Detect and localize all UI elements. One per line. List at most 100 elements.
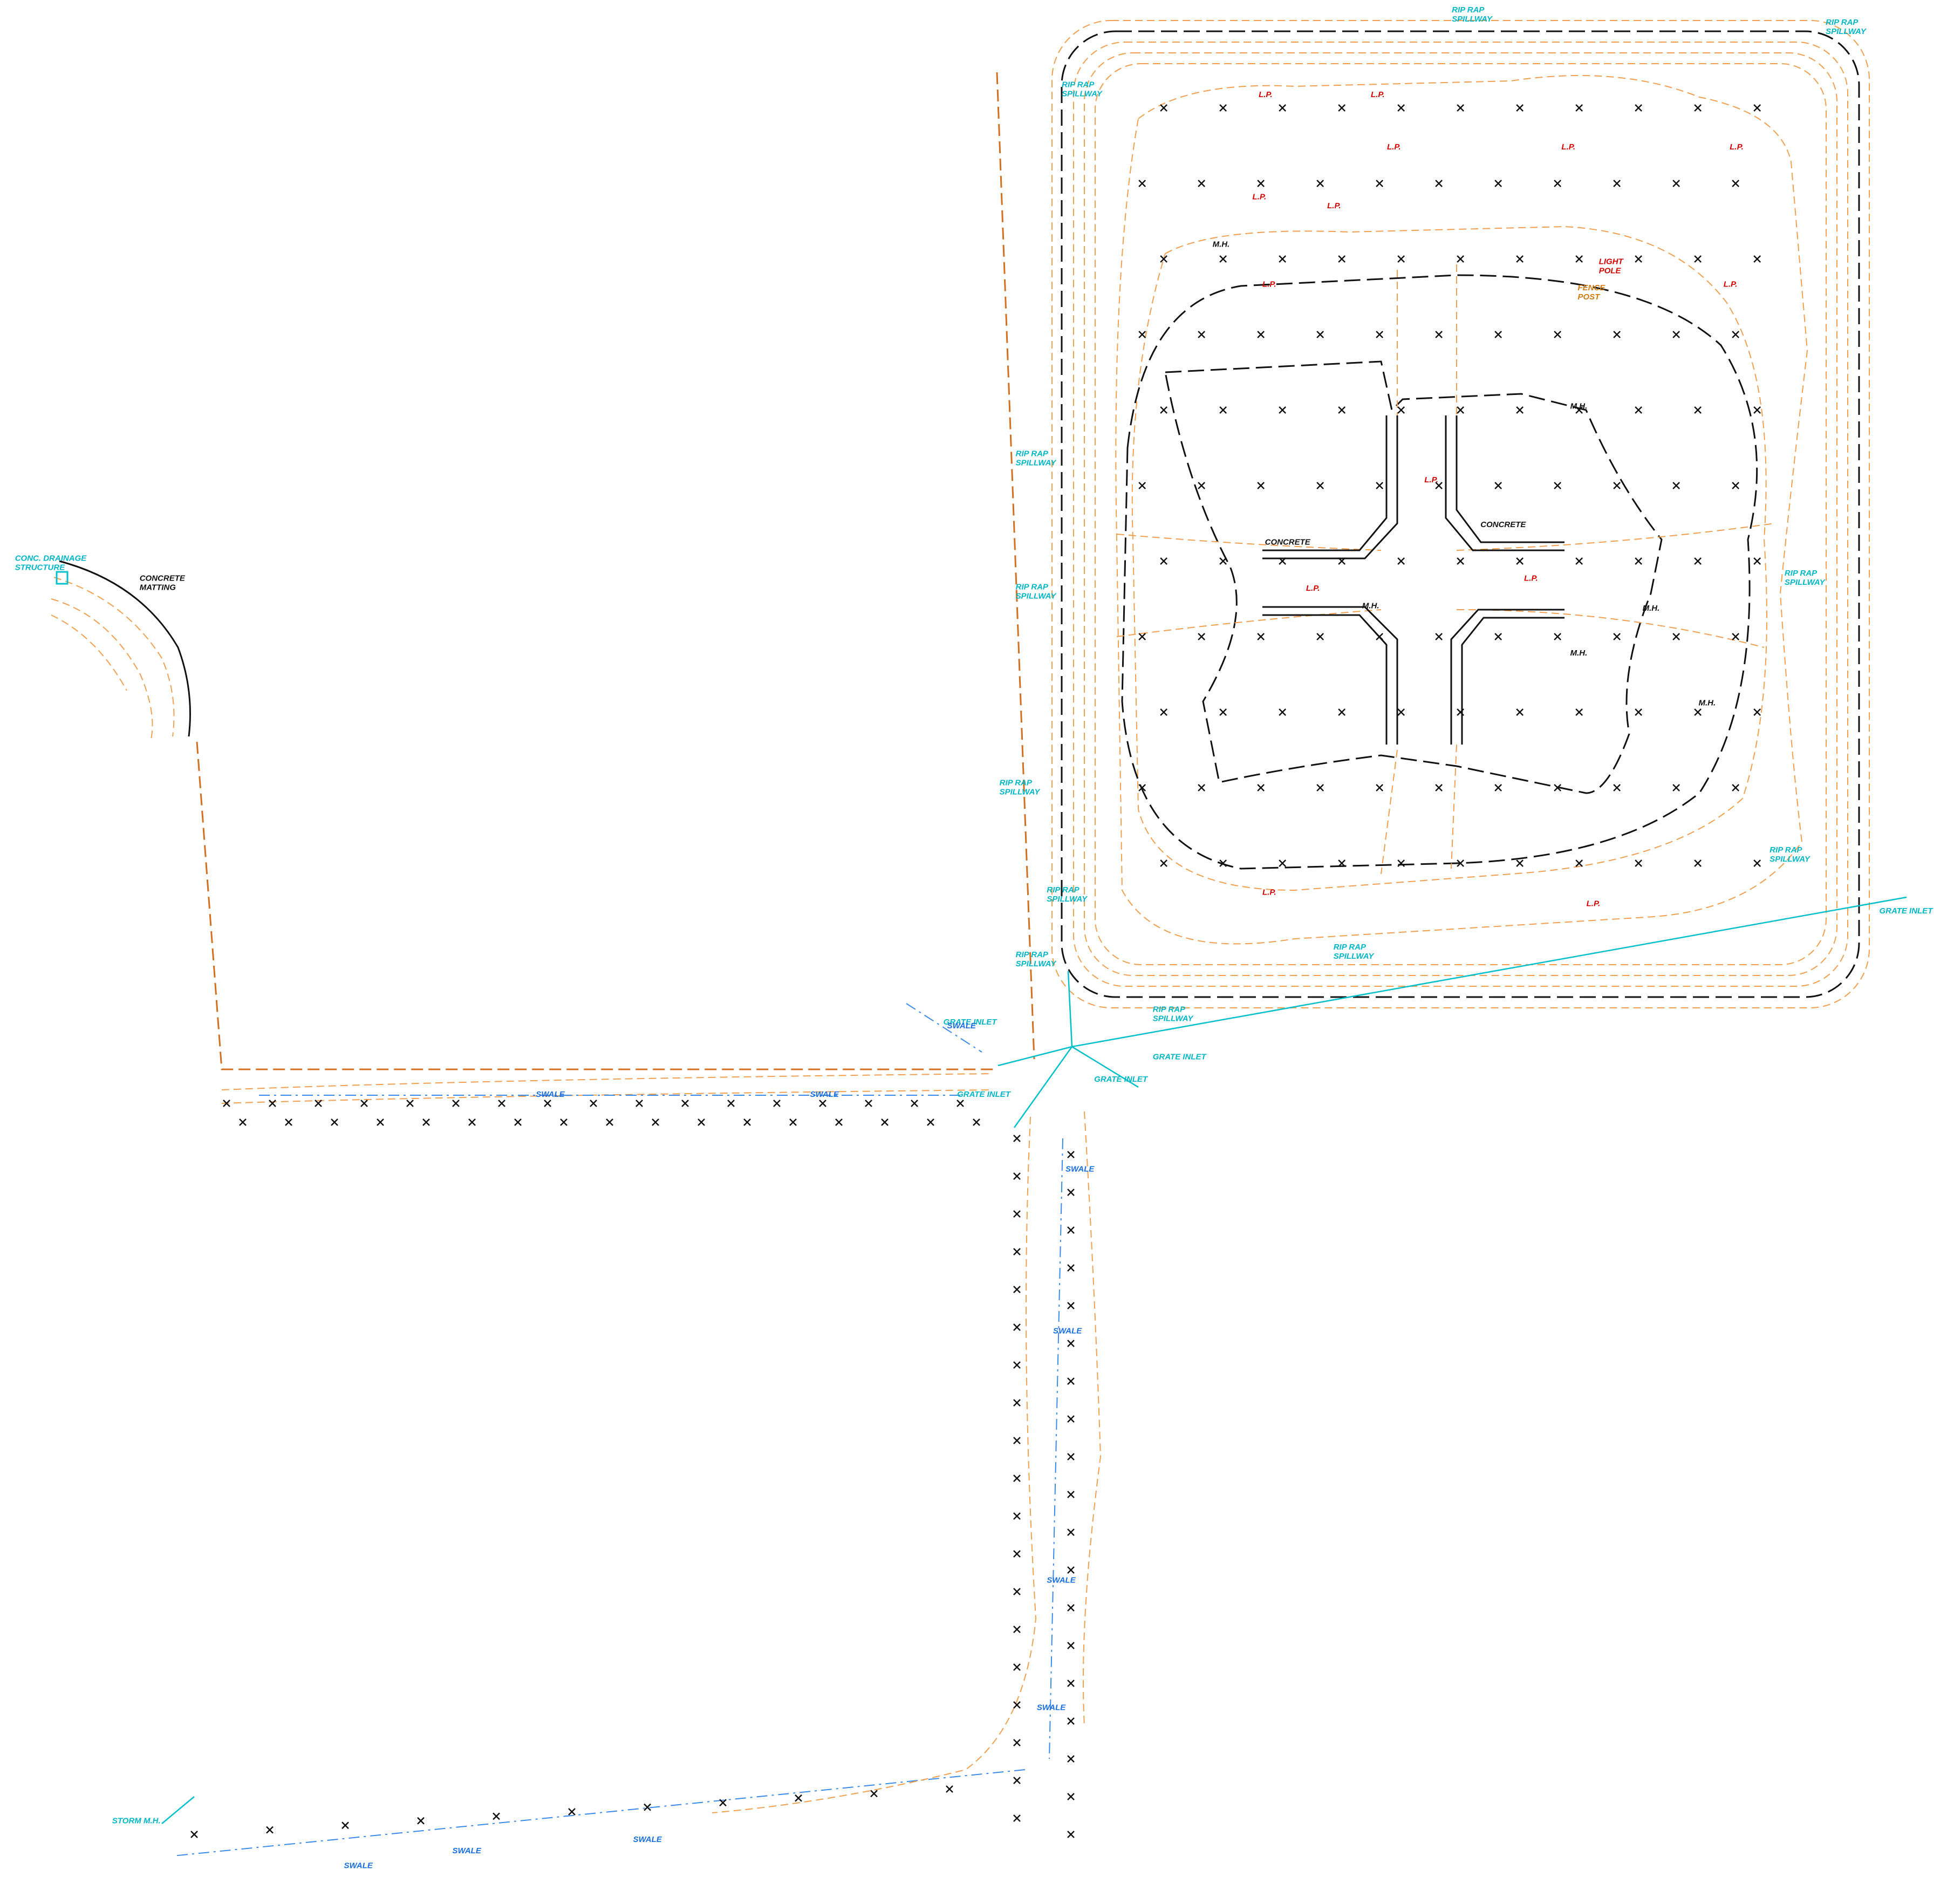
spot-marker bbox=[1160, 255, 1168, 263]
lp-label: L.P. bbox=[1524, 574, 1538, 583]
spot-marker bbox=[1067, 1264, 1075, 1272]
lp-label: L.P. bbox=[1253, 193, 1267, 202]
spot-marker bbox=[1067, 1755, 1075, 1763]
spillway-label: SPILLWAY bbox=[1000, 787, 1041, 796]
spillway-label: SPILLWAY bbox=[1153, 1014, 1194, 1023]
spot-marker bbox=[1554, 180, 1562, 187]
spot-marker bbox=[1635, 557, 1643, 565]
spot-marker bbox=[1198, 482, 1206, 489]
spot-marker bbox=[1457, 406, 1465, 414]
spot-marker bbox=[1494, 482, 1502, 489]
spillway-label: SPILLWAY bbox=[1785, 578, 1826, 587]
spot-marker bbox=[789, 1118, 797, 1126]
spot-marker bbox=[1279, 859, 1287, 867]
contour bbox=[1381, 264, 1457, 875]
spot-marker bbox=[1013, 1361, 1021, 1369]
spot-marker bbox=[1397, 708, 1405, 716]
spot-marker bbox=[1338, 406, 1346, 414]
spot-marker bbox=[1013, 1663, 1021, 1671]
spot-marker bbox=[1257, 482, 1265, 489]
spot-marker bbox=[1635, 406, 1643, 414]
spot-marker bbox=[1013, 1588, 1021, 1595]
swale-label: SWALE bbox=[810, 1090, 839, 1099]
spot-marker bbox=[1635, 104, 1643, 112]
lp-label: L.P. bbox=[1730, 142, 1744, 152]
spot-marker bbox=[468, 1118, 476, 1126]
spot-marker bbox=[1013, 1323, 1021, 1331]
spot-marker bbox=[1753, 557, 1761, 565]
pole-label: POLE bbox=[1599, 267, 1622, 276]
spot-marker bbox=[1753, 708, 1761, 716]
contour bbox=[1084, 52, 1837, 976]
mh-label: M.H. bbox=[1362, 601, 1379, 610]
spot-marker bbox=[1435, 784, 1443, 791]
contour bbox=[1095, 63, 1827, 965]
spillway-label: RIP RAP bbox=[1452, 5, 1485, 15]
labels: CONC. DRAINAGESTRUCTURECONCRETEMATTINGRI… bbox=[15, 5, 1933, 1871]
spot-marker bbox=[1257, 331, 1265, 338]
spot-marker bbox=[1138, 180, 1146, 187]
spot-marker bbox=[1516, 104, 1524, 112]
spot-marker bbox=[1575, 255, 1583, 263]
mh-label: M.H. bbox=[1213, 240, 1230, 249]
matting-label: MATTING bbox=[140, 583, 176, 592]
concrete-label: CONCRETE bbox=[1480, 520, 1526, 529]
spot-marker bbox=[1257, 633, 1265, 640]
spot-marker bbox=[946, 1785, 953, 1793]
contour bbox=[1131, 226, 1767, 891]
spot-marker bbox=[1435, 633, 1443, 640]
spot-marker bbox=[1732, 180, 1740, 187]
spot-marker bbox=[1067, 1793, 1075, 1800]
spot-marker bbox=[1672, 180, 1680, 187]
spot-marker bbox=[1067, 1189, 1075, 1196]
spot-marker bbox=[1397, 557, 1405, 565]
spillway-label: SPILLWAY bbox=[1047, 895, 1088, 904]
lp-label: L.P. bbox=[1424, 475, 1438, 484]
spot-marker bbox=[1316, 633, 1324, 640]
swale-label: SWALE bbox=[344, 1861, 373, 1871]
spot-marker bbox=[1457, 104, 1465, 112]
spot-marker bbox=[1338, 708, 1346, 716]
spot-marker bbox=[1279, 708, 1287, 716]
spillway-label: SPILLWAY bbox=[1062, 90, 1103, 99]
spot-marker bbox=[1694, 104, 1702, 112]
swale bbox=[172, 1003, 1063, 1857]
spot-marker bbox=[1494, 784, 1502, 791]
inlet-label: GRATE INLET bbox=[944, 1018, 998, 1027]
contour bbox=[1073, 42, 1848, 987]
spot-marker bbox=[644, 1803, 651, 1811]
spot-marker bbox=[1613, 784, 1621, 791]
spot-marker bbox=[1067, 1340, 1075, 1347]
lp-label: L.P. bbox=[1306, 584, 1320, 593]
spot-marker bbox=[1457, 557, 1465, 565]
spillway-label: SPILLWAY bbox=[1769, 855, 1811, 864]
spot-marker bbox=[1013, 1172, 1021, 1180]
lp-label: L.P. bbox=[1387, 142, 1401, 152]
spot-marker bbox=[1067, 1415, 1075, 1423]
concrete-channel bbox=[1262, 415, 1564, 745]
spot-marker bbox=[1694, 859, 1702, 867]
spot-marker bbox=[493, 1812, 500, 1820]
spot-marker bbox=[1613, 180, 1621, 187]
spot-marker bbox=[1338, 255, 1346, 263]
spot-marker bbox=[498, 1100, 505, 1107]
spillway-label: RIP RAP bbox=[1334, 943, 1367, 952]
swale-label: SWALE bbox=[453, 1846, 482, 1855]
concrete-label: CONCRETE bbox=[1265, 537, 1311, 547]
spot-marker bbox=[1554, 482, 1562, 489]
structure-label: STRUCTURE bbox=[15, 563, 65, 572]
spot-marker bbox=[1013, 1135, 1021, 1142]
spot-marker bbox=[1672, 331, 1680, 338]
structure-edge bbox=[59, 560, 191, 737]
spot-marker bbox=[927, 1118, 934, 1126]
spot-marker bbox=[1013, 1814, 1021, 1822]
pole-label: LIGHT bbox=[1599, 257, 1624, 267]
lp-label: L.P. bbox=[1262, 279, 1276, 289]
spot-marker bbox=[1635, 708, 1643, 716]
spot-marker bbox=[819, 1100, 826, 1107]
spot-marker bbox=[1013, 1626, 1021, 1633]
spillway-label: RIP RAP bbox=[1785, 569, 1818, 578]
spot-marker bbox=[1279, 406, 1287, 414]
swale-label: SWALE bbox=[1065, 1164, 1095, 1173]
spot-marker bbox=[1457, 859, 1465, 867]
